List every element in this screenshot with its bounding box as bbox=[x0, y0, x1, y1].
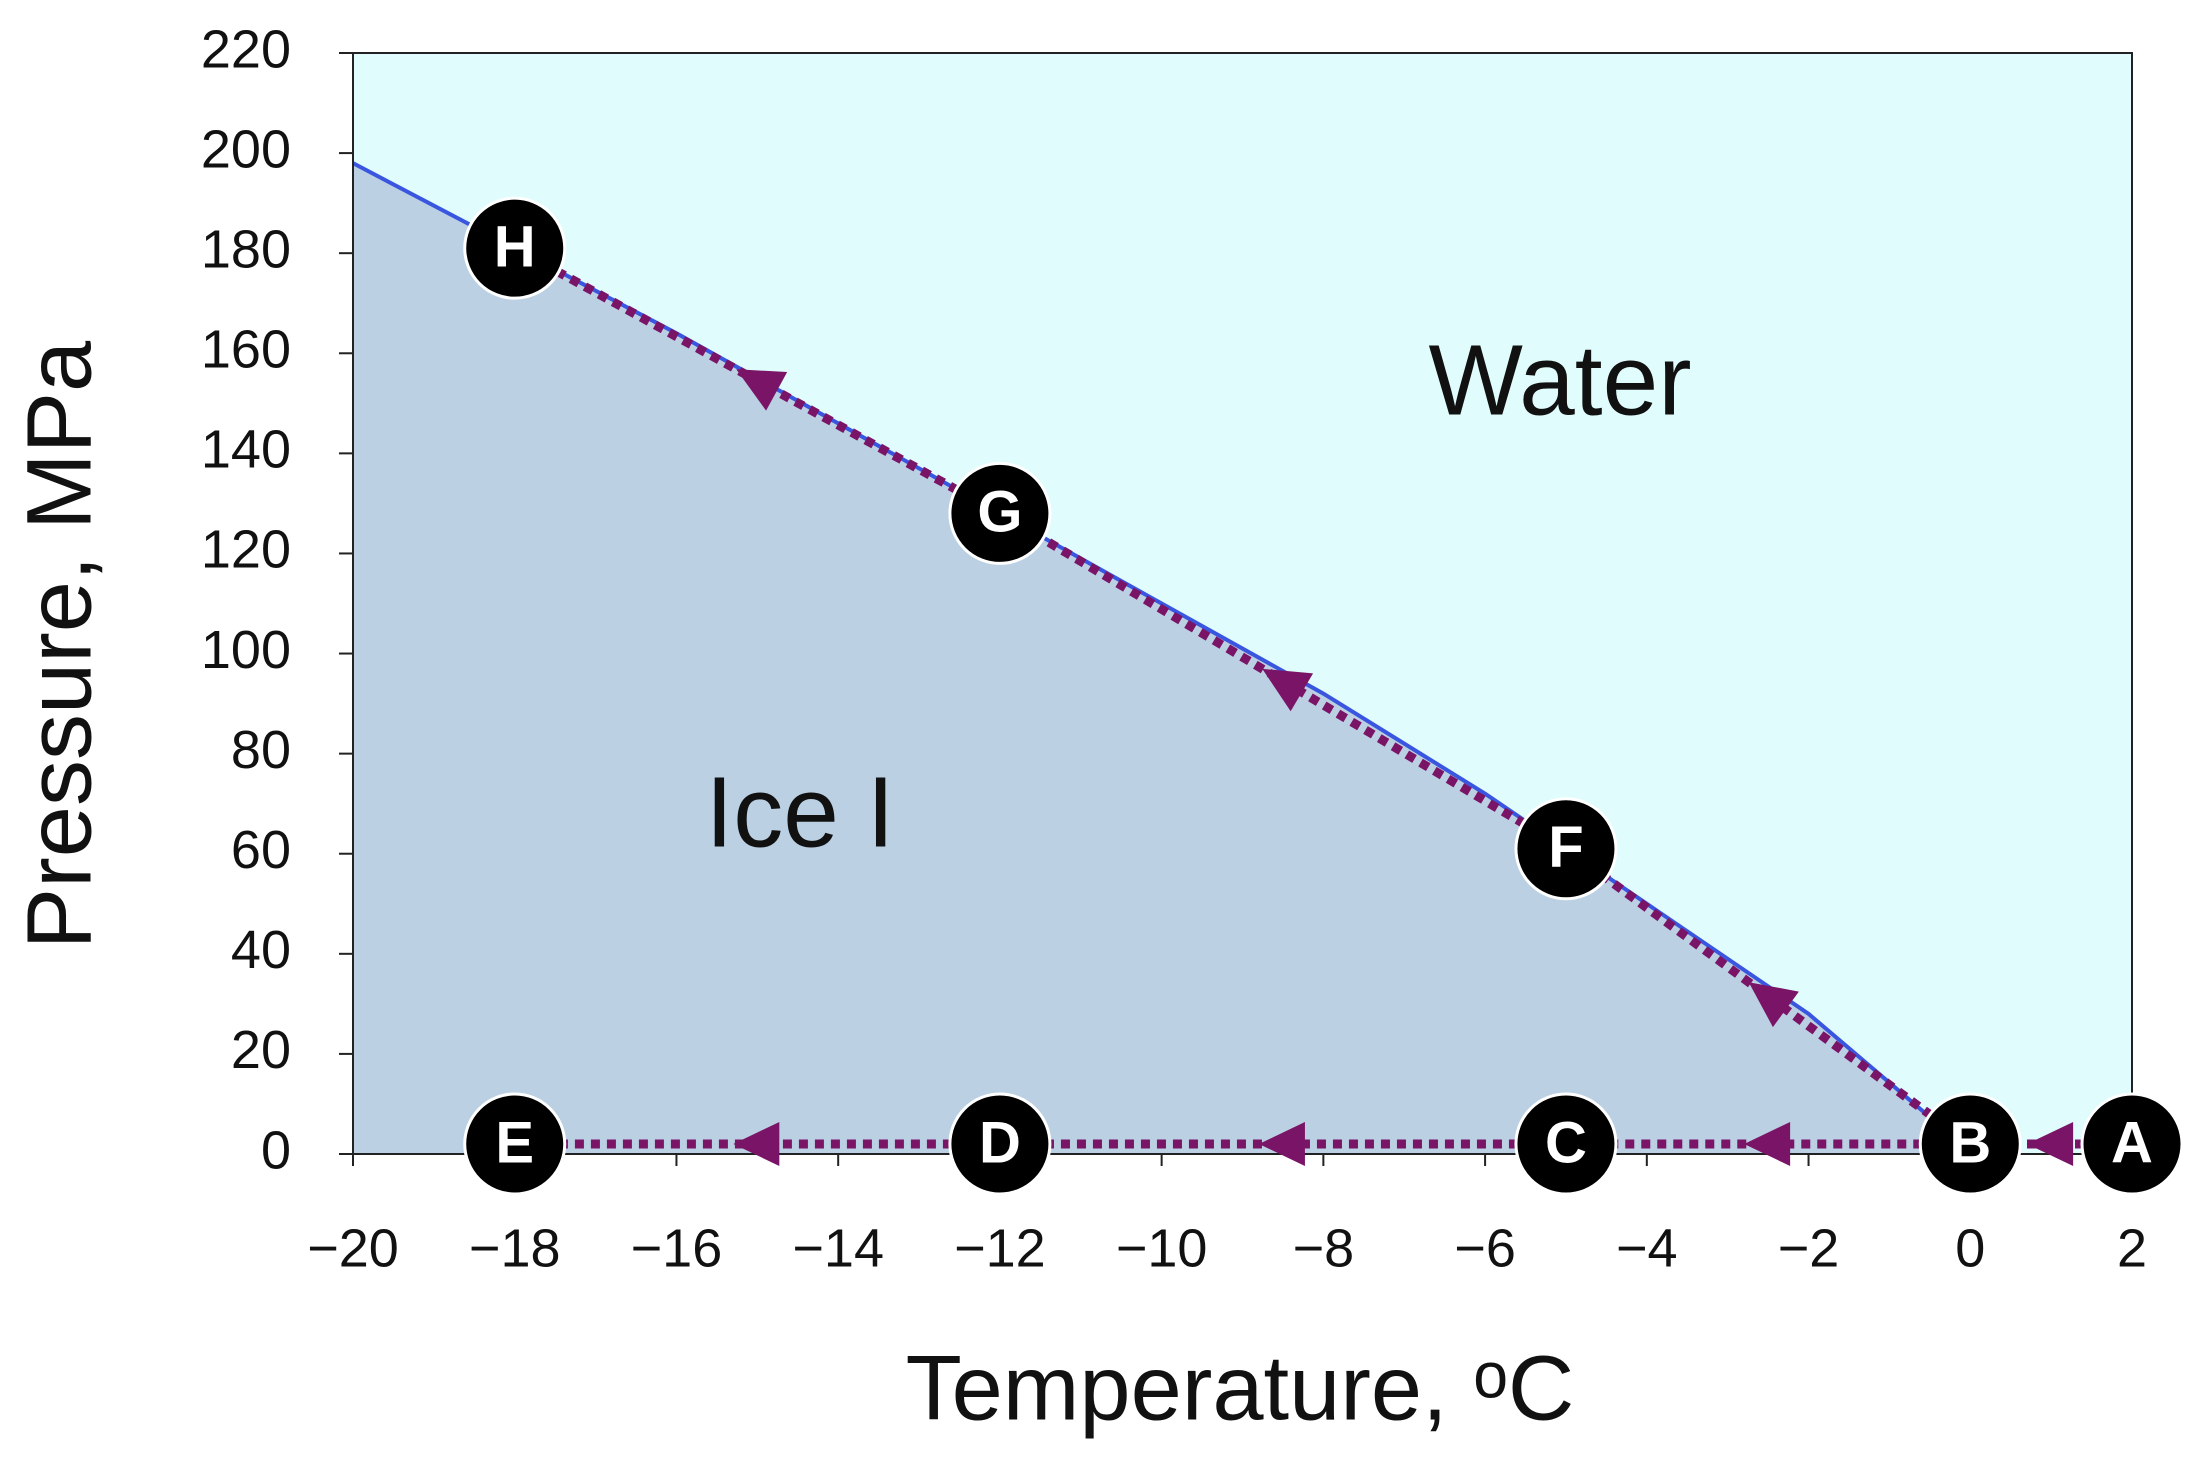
y-tick-label: 120 bbox=[201, 520, 291, 580]
y-tick-label: 160 bbox=[201, 320, 291, 380]
state-point-label: A bbox=[2111, 1110, 2153, 1175]
x-tick-label: −8 bbox=[1293, 1218, 1355, 1278]
ice-label: Ice I bbox=[706, 756, 895, 868]
x-tick-label: −14 bbox=[792, 1218, 884, 1278]
x-tick-label: 0 bbox=[1955, 1218, 1985, 1278]
direction-arrow bbox=[1744, 1121, 1791, 1166]
y-tick-label: 0 bbox=[261, 1120, 291, 1180]
state-point bbox=[948, 461, 1052, 565]
y-tick-label: 20 bbox=[231, 1020, 291, 1080]
melting-curve bbox=[352, 161, 1940, 1126]
y-tick-label: 40 bbox=[231, 920, 291, 980]
ice-region bbox=[353, 163, 1938, 1155]
x-tick-label: −4 bbox=[1616, 1218, 1678, 1278]
state-point-label: H bbox=[494, 215, 536, 280]
x-tick-label: −6 bbox=[1454, 1218, 1516, 1278]
y-tick-label: 60 bbox=[231, 820, 291, 880]
y-tick-label: 180 bbox=[201, 219, 291, 279]
direction-arrow bbox=[1258, 1121, 1305, 1166]
state-point bbox=[2080, 1092, 2184, 1196]
state-point bbox=[463, 1092, 567, 1196]
direction-arrow bbox=[2027, 1121, 2074, 1166]
y-tick-label: 140 bbox=[201, 420, 291, 480]
state-point-label: C bbox=[1545, 1110, 1587, 1175]
x-tick-label: −20 bbox=[307, 1218, 399, 1278]
x-tick-label: −2 bbox=[1778, 1218, 1840, 1278]
state-point-label: D bbox=[979, 1110, 1021, 1175]
x-tick-label: −16 bbox=[631, 1218, 723, 1278]
plot-frame bbox=[352, 52, 2133, 1155]
state-point-label: F bbox=[1548, 815, 1583, 880]
direction-arrow bbox=[1262, 668, 1314, 712]
direction-arrow bbox=[733, 1121, 780, 1166]
y-tick-label: 220 bbox=[201, 19, 291, 79]
y-tick-label: 80 bbox=[231, 720, 291, 780]
state-point-label: G bbox=[977, 480, 1022, 545]
x-tick-label: −18 bbox=[469, 1218, 561, 1278]
state-point-label: B bbox=[1949, 1110, 1991, 1175]
y-tick-label: 200 bbox=[201, 119, 291, 179]
state-point bbox=[1514, 1092, 1618, 1196]
x-axis-title: Temperature, ᵒC bbox=[906, 1337, 1575, 1439]
state-point bbox=[463, 196, 567, 300]
direction-arrow bbox=[1748, 982, 1799, 1028]
state-point-label: E bbox=[495, 1110, 534, 1175]
x-tick-label: −10 bbox=[1116, 1218, 1208, 1278]
water-label: Water bbox=[1429, 324, 1692, 436]
state-point bbox=[1918, 1092, 2022, 1196]
process-path bbox=[1563, 845, 1973, 1148]
state-point bbox=[1514, 797, 1618, 901]
y-tick-label: 100 bbox=[201, 620, 291, 680]
y-axis-title: Pressure, MPa bbox=[8, 340, 110, 949]
direction-arrow bbox=[736, 369, 788, 411]
x-tick-label: −12 bbox=[954, 1218, 1046, 1278]
state-point bbox=[948, 1092, 1052, 1196]
x-tick-label: 2 bbox=[2117, 1218, 2147, 1278]
